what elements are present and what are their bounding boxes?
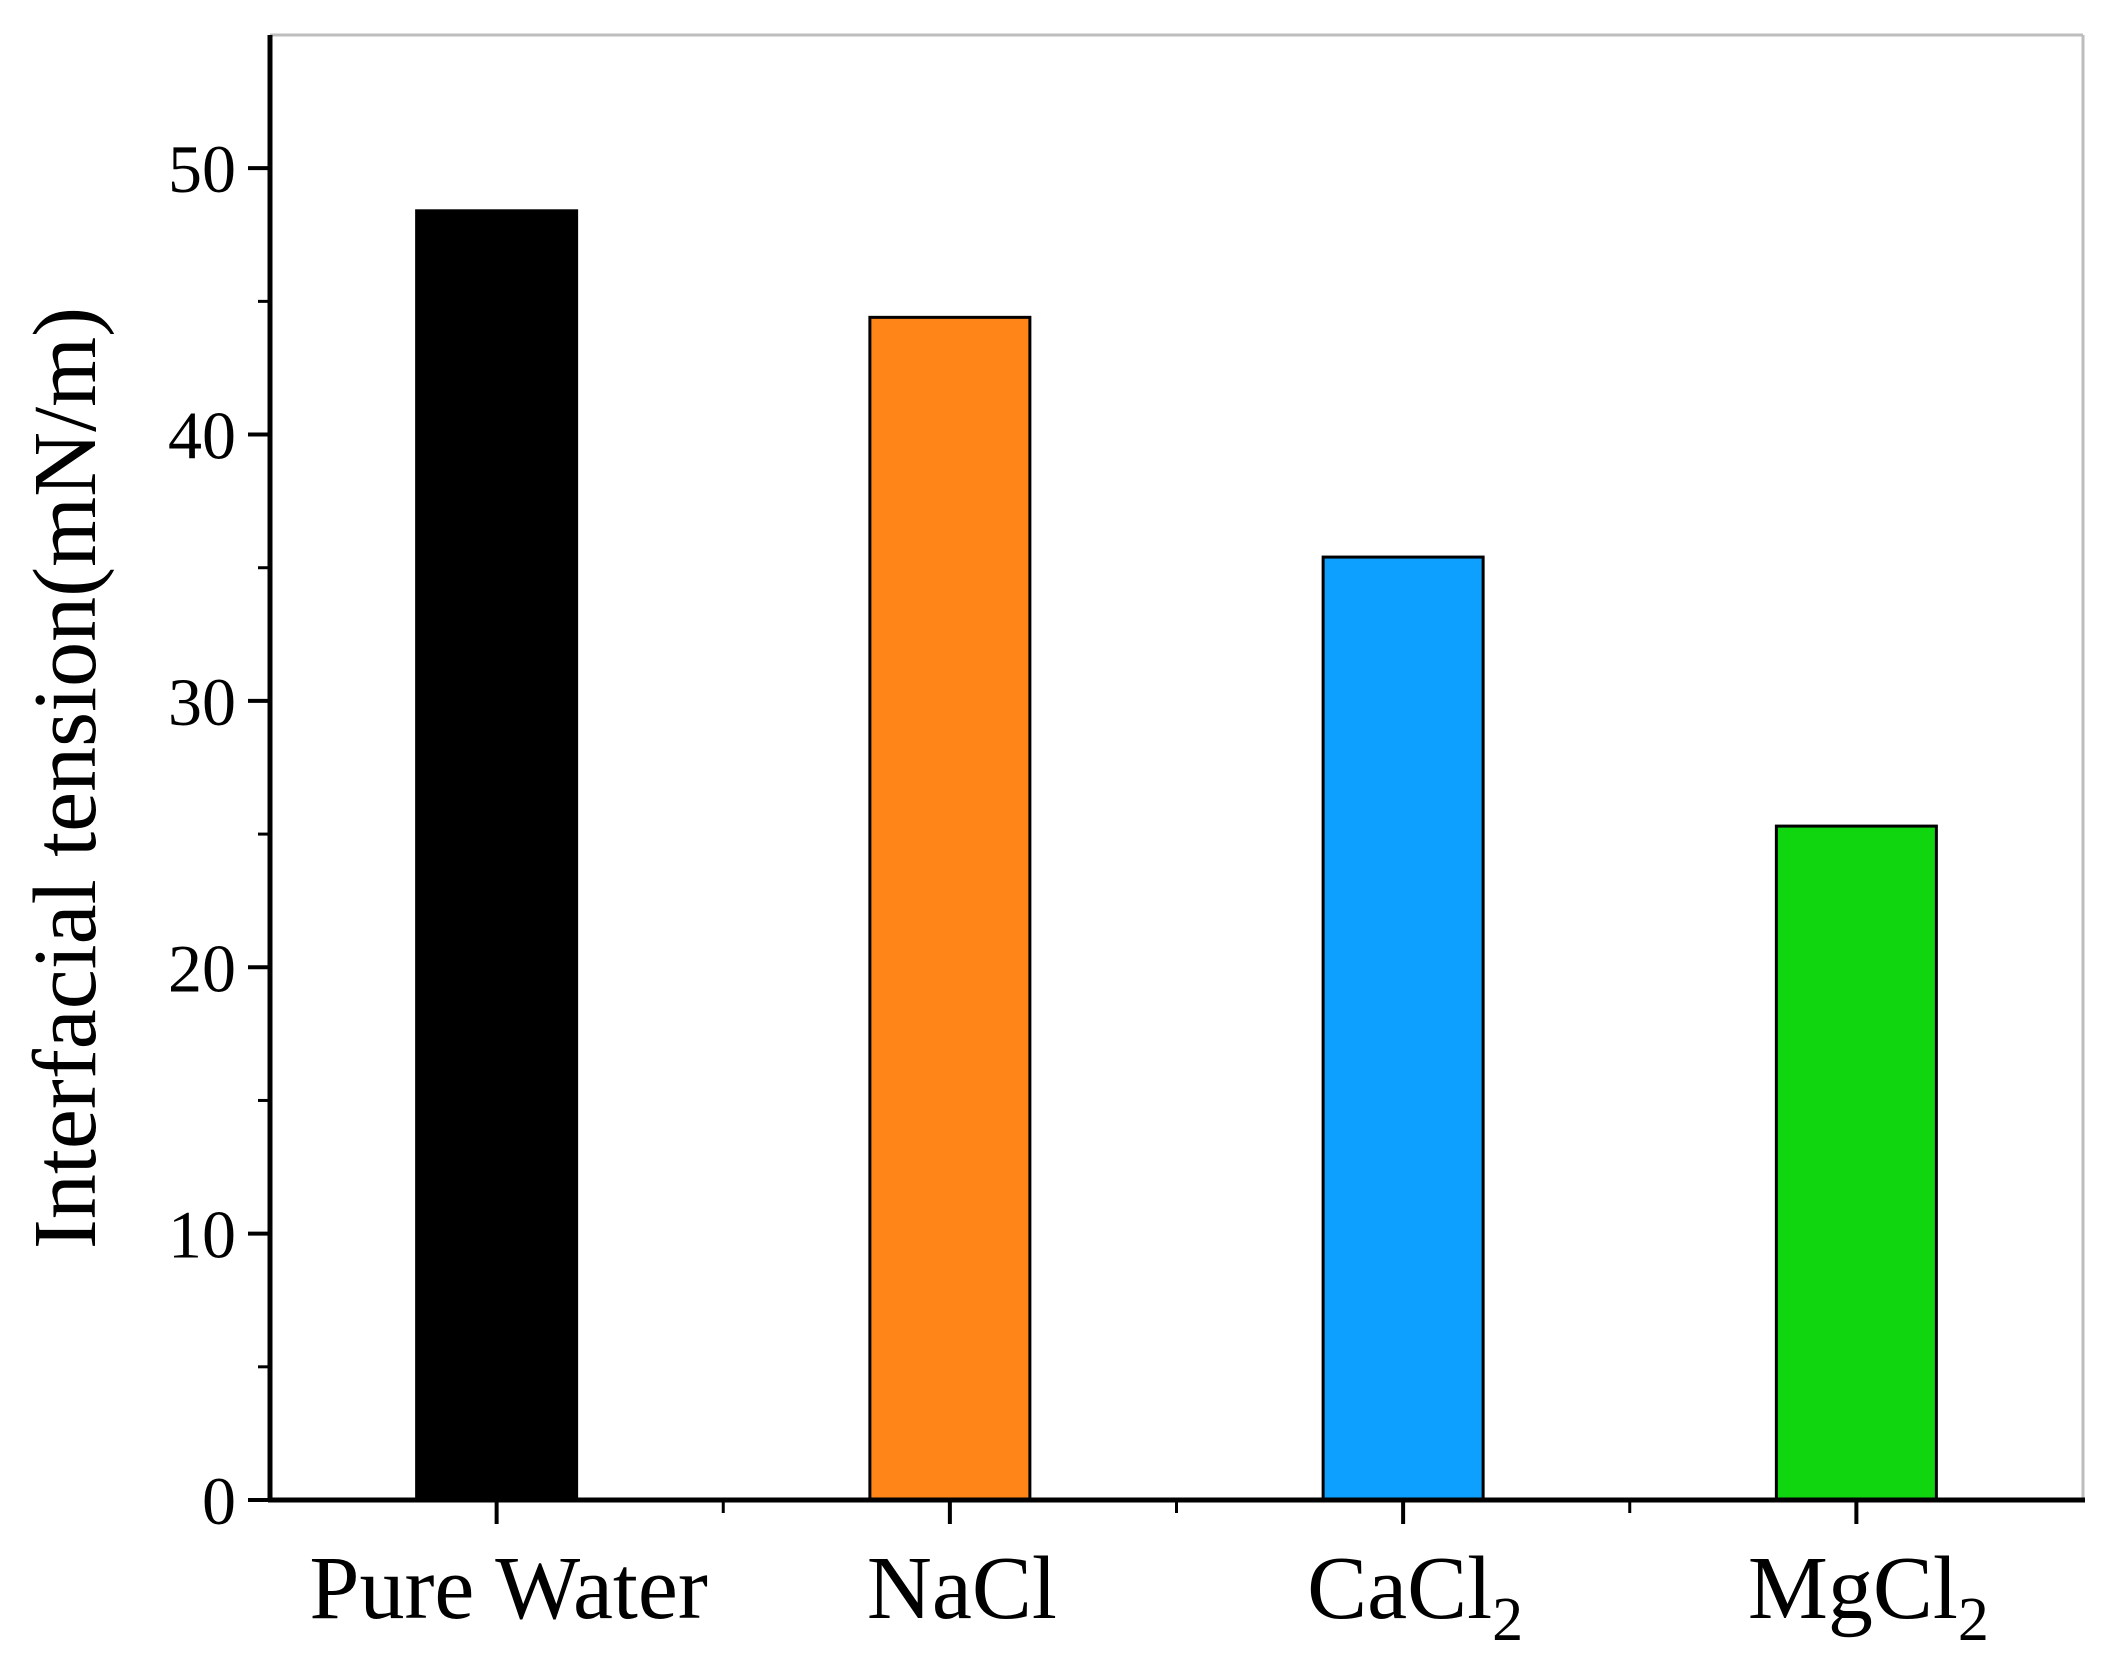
bar-cacl2 <box>1321 555 1485 1502</box>
y-tick-label: 50 <box>168 131 236 207</box>
bars-group <box>415 209 1938 1502</box>
y-tick-label: 10 <box>168 1197 236 1273</box>
x-tick-label: Pure Water <box>309 1539 707 1638</box>
y-tick-label: 30 <box>168 664 236 740</box>
y-tick-label: 40 <box>168 398 236 474</box>
y-axis: 0 10 20 30 40 50 <box>168 35 273 1539</box>
y-tick-label: 0 <box>202 1463 236 1539</box>
x-axis: Pure Water NaCl CaCl2 MgCl2 <box>268 1497 2085 1654</box>
x-tick-label: CaCl2 <box>1307 1539 1523 1654</box>
x-tick-label: NaCl <box>867 1539 1057 1638</box>
bar-mgcl2 <box>1774 824 1938 1502</box>
plot-frame <box>270 33 2085 1500</box>
y-axis-title: Interfacial tension(mN/m) <box>16 307 115 1249</box>
x-tick-label: MgCl2 <box>1748 1539 1989 1654</box>
bar-pure-water <box>415 209 579 1502</box>
bar-nacl <box>868 315 1032 1502</box>
y-tick-label: 20 <box>168 930 236 1006</box>
